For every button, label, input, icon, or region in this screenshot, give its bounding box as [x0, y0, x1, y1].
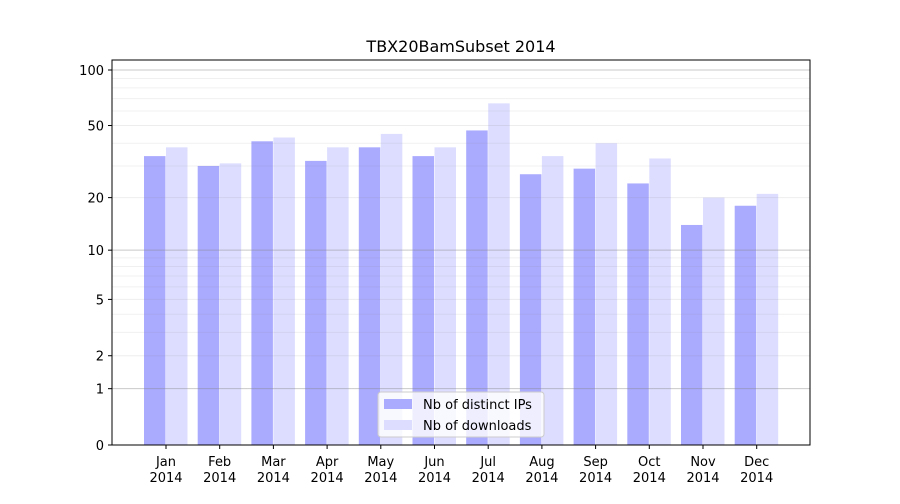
- y-tick-label: 10: [87, 244, 104, 259]
- legend-label: Nb of distinct IPs: [423, 398, 532, 413]
- x-tick-label-line: Dec: [744, 455, 769, 470]
- bar-ips: [412, 156, 434, 445]
- y-tick-label: 0: [96, 439, 104, 454]
- x-tick-label: Jan 2014: [149, 455, 182, 486]
- x-tick-label-line: 2014: [311, 471, 344, 486]
- bar-downloads: [380, 133, 403, 445]
- y-tick-label: 1: [96, 383, 104, 398]
- bar-ips: [251, 141, 273, 445]
- bar-downloads: [327, 147, 349, 445]
- x-tick-label-line: Nov: [690, 455, 716, 470]
- x-tick-label: Jul 2014: [472, 455, 505, 486]
- chart-title: TBX20BamSubset 2014: [365, 37, 555, 56]
- x-tick-label-line: 2014: [740, 471, 773, 486]
- x-tick-label-line: 2014: [472, 471, 505, 486]
- bar-ips: [734, 205, 757, 445]
- x-tick-label-line: May: [367, 455, 394, 470]
- bar-ips: [627, 183, 649, 446]
- bar-ips: [144, 156, 166, 445]
- x-tick-label: Aug 2014: [525, 455, 558, 486]
- legend: Nb of distinct IPs Nb of downloads: [377, 391, 545, 438]
- legend-swatch: [384, 399, 412, 409]
- x-tick-label-line: Oct: [638, 455, 660, 470]
- bar-downloads: [541, 156, 564, 445]
- x-tick-label-line: 2014: [633, 471, 666, 486]
- bar-ips: [466, 130, 488, 446]
- x-tick-label-line: 2014: [203, 471, 236, 486]
- x-tick-label: Nov 2014: [686, 455, 719, 486]
- x-tick-label-line: 2014: [418, 471, 451, 486]
- bar-downloads: [703, 197, 725, 445]
- axes-frame: [111, 59, 811, 446]
- y-tick-label: 5: [96, 293, 104, 308]
- x-tick-label-line: Feb: [208, 455, 231, 470]
- y-tick-label: 20: [87, 192, 104, 207]
- x-tick-label-line: 2014: [257, 471, 290, 486]
- bar-ips: [358, 147, 381, 445]
- y-tick-label: 100: [79, 64, 104, 79]
- legend-swatch: [384, 420, 412, 430]
- x-tick-label: Dec 2014: [740, 455, 773, 486]
- x-tick-label-line: 2014: [686, 471, 719, 486]
- legend-label: Nb of downloads: [423, 419, 532, 434]
- x-tick-label-line: Apr: [316, 455, 339, 470]
- bar-ips: [197, 165, 220, 445]
- y-tick-label: 2: [96, 350, 104, 365]
- x-tick-label-line: Jun: [423, 455, 444, 470]
- y-tick-label: 50: [87, 120, 104, 135]
- x-tick-label-line: Aug: [529, 455, 554, 470]
- bar-downloads: [166, 147, 188, 445]
- bar-ips: [519, 174, 542, 445]
- x-tick-label: Sep 2014: [579, 455, 612, 486]
- bar-downloads: [649, 158, 671, 446]
- x-tick-label: Oct 2014: [633, 455, 666, 486]
- x-tick-label-line: Jan: [155, 455, 176, 470]
- bar-downloads: [219, 163, 242, 446]
- x-tick-label-line: Sep: [583, 455, 608, 470]
- x-tick-label: Jun 2014: [418, 455, 451, 486]
- bar-downloads: [595, 143, 618, 445]
- bar-ips: [681, 224, 703, 445]
- x-tick-label-line: 2014: [364, 471, 397, 486]
- x-tick-label: Feb 2014: [203, 455, 236, 486]
- x-tick-label: May 2014: [364, 455, 397, 486]
- x-tick-label: Apr 2014: [311, 455, 344, 486]
- x-tick-label: Mar 2014: [257, 455, 290, 486]
- bar-downloads: [434, 147, 456, 445]
- bar-ips: [573, 168, 596, 445]
- x-tick-label-line: 2014: [579, 471, 612, 486]
- bar-downloads: [273, 137, 295, 445]
- x-tick-label-line: Mar: [261, 455, 286, 470]
- x-tick-label-line: 2014: [525, 471, 558, 486]
- bar-ips: [305, 160, 327, 445]
- bar-downloads: [488, 103, 510, 445]
- legend-box: [377, 391, 545, 438]
- x-tick-label-line: 2014: [149, 471, 182, 486]
- x-tick-label-line: Jul: [479, 455, 496, 470]
- bar-downloads: [756, 193, 779, 445]
